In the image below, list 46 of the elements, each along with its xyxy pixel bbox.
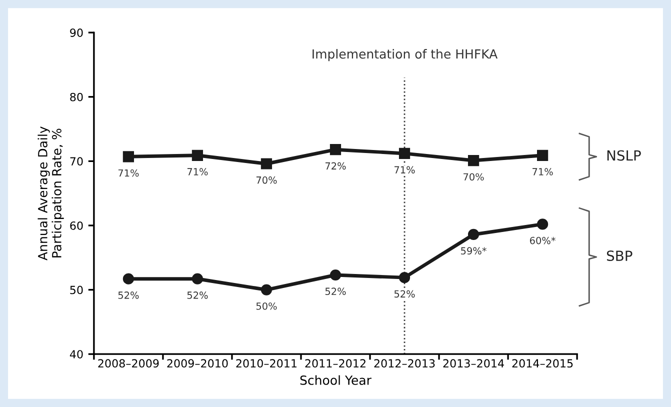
point xyxy=(192,273,204,284)
point xyxy=(536,150,548,161)
data-label: 70% xyxy=(256,176,277,184)
point xyxy=(260,284,272,296)
data-label: 70% xyxy=(464,173,484,181)
y-tick-label: 60 xyxy=(70,221,83,230)
point xyxy=(468,154,480,166)
point xyxy=(536,218,548,230)
data-label: 52% xyxy=(187,292,208,299)
y-tick-label: 40 xyxy=(70,350,83,358)
data-label: 52% xyxy=(325,288,346,296)
point xyxy=(192,150,204,161)
y-tick-label: 50 xyxy=(70,286,83,294)
data-label: 59%* xyxy=(461,247,486,255)
y-axis-title: Annual Average Daily Participation Rate, % xyxy=(38,126,64,260)
data-label: 71% xyxy=(394,166,415,174)
data-label: 60%* xyxy=(530,236,556,244)
data-label: 71% xyxy=(187,168,208,176)
data-label: 72% xyxy=(325,162,346,170)
y-tick-label: 70 xyxy=(70,157,83,166)
data-label: 52% xyxy=(394,290,415,298)
point xyxy=(122,273,134,284)
x-tick-label: 2012–2013 xyxy=(374,359,435,368)
y-tick-label: 90 xyxy=(70,28,83,37)
data-label: 52% xyxy=(118,292,139,299)
data-label: 71% xyxy=(532,168,553,176)
x-tick-label: 2010–2011 xyxy=(236,359,297,368)
x-axis-title: School Year xyxy=(300,375,372,385)
x-tick-label: 2011–2012 xyxy=(305,359,366,368)
x-tick-label: 2009–2010 xyxy=(167,359,228,368)
text: SBP xyxy=(606,250,632,262)
point xyxy=(398,272,410,284)
data-label: 71% xyxy=(118,169,139,177)
x-tick-label: 2013–2014 xyxy=(443,359,504,368)
x-tick-label: 2014–2015 xyxy=(512,359,573,368)
text: NSLP xyxy=(607,150,641,161)
x-tick-label: 2008–2009 xyxy=(98,359,159,368)
point xyxy=(260,158,272,170)
point xyxy=(398,148,410,160)
point xyxy=(330,144,342,156)
point xyxy=(122,151,134,162)
point xyxy=(468,228,480,240)
point xyxy=(330,269,342,281)
y-tick-label: 80 xyxy=(70,92,83,102)
data-label: 50% xyxy=(256,302,277,310)
ref-line-label: Implementation of the HHFKA xyxy=(312,49,498,62)
